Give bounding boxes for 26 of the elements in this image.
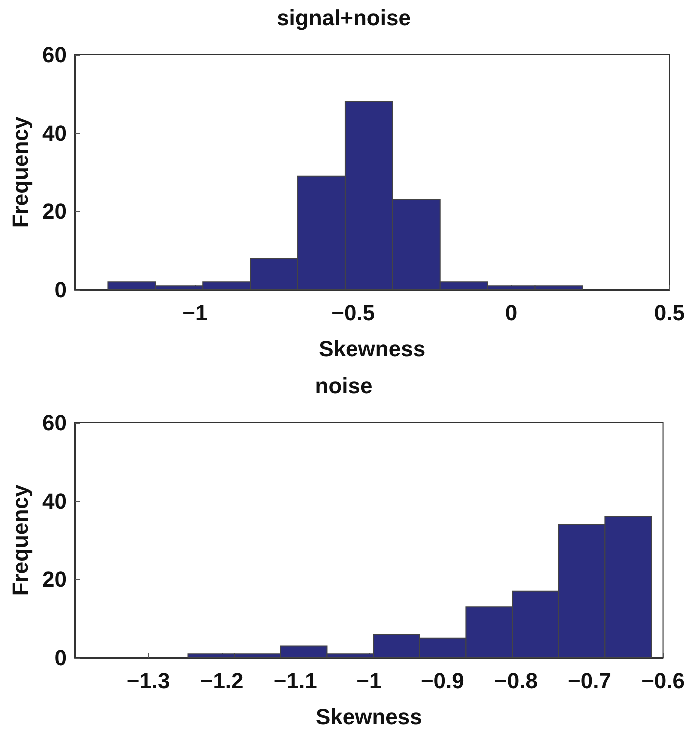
x-tick-label: −1 [182,300,208,326]
y-tick-label: 60 [42,42,67,68]
x-tick-label: 0.5 [654,300,686,326]
x-axis-title: Skewness [319,336,426,362]
x-tick-label: −0.9 [420,668,464,694]
y-tick-label: 20 [42,567,67,592]
x-tick-label: −1.1 [274,668,318,694]
x-tick-label: −0.8 [494,668,538,694]
y-tick-label: 60 [42,410,67,436]
x-tick-label: −0.5 [332,300,376,326]
x-tick-label: −1.3 [126,668,170,694]
y-tick-label: 40 [42,120,67,146]
x-tick-label: −0.7 [568,668,612,694]
x-tick-label: −1.2 [200,668,244,694]
y-axis-title: Frequency [8,116,34,228]
chart-title: signal+noise [277,6,411,30]
x-tick-label: 0 [505,300,518,326]
y-axis-title: Frequency [8,484,34,596]
y-tick-label: 20 [42,199,67,224]
y-tick-label: 40 [42,488,67,514]
x-tick-label: −0.6 [642,668,686,694]
y-tick-label: 0 [54,278,67,302]
x-tick-label: −1 [356,668,382,694]
x-axis-title: Skewness [316,704,422,730]
chart-title: noise [315,374,373,398]
y-tick-label: 0 [54,646,67,670]
